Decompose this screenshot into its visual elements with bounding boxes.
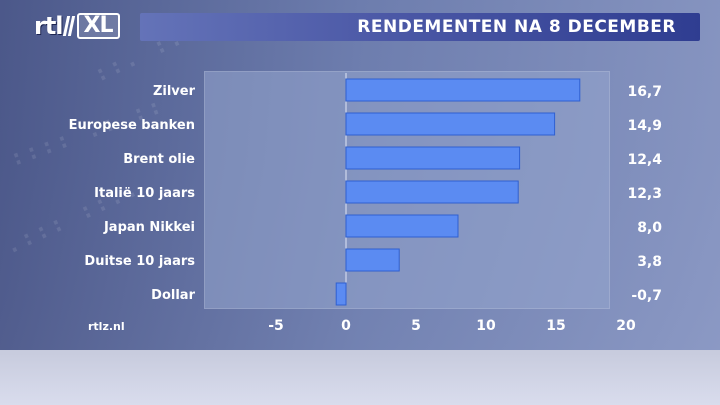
source-label: rtlz.nl — [88, 320, 125, 333]
value-label: 8,0 — [637, 220, 662, 236]
bar — [345, 214, 459, 238]
rtl-xl-logo: rtl XL — [34, 12, 120, 40]
category-label: Dollar — [151, 288, 195, 303]
chart-title: RENDEMENTEN NA 8 DECEMBER — [357, 17, 676, 37]
category-label: Italië 10 jaars — [94, 186, 195, 201]
x-tick-label: -5 — [268, 318, 284, 334]
x-tick-label: 20 — [616, 318, 636, 334]
logo-text: rtl — [34, 12, 64, 40]
x-tick-label: 15 — [546, 318, 565, 334]
bar — [345, 78, 581, 102]
logo-badge: XL — [76, 13, 120, 39]
value-label: 12,4 — [627, 152, 662, 168]
value-label: -0,7 — [631, 288, 662, 304]
category-label: Brent olie — [123, 152, 195, 167]
category-label: Japan Nikkei — [103, 220, 195, 235]
x-tick-label: 5 — [411, 318, 421, 334]
value-label: 12,3 — [627, 186, 662, 202]
value-label: 3,8 — [637, 254, 662, 270]
value-label: 16,7 — [627, 84, 662, 100]
bar — [335, 282, 347, 306]
title-bar: RENDEMENTEN NA 8 DECEMBER — [140, 13, 700, 41]
category-label: Duitse 10 jaars — [84, 254, 195, 269]
category-label: Zilver — [153, 84, 196, 99]
value-label: 14,9 — [627, 118, 662, 134]
category-label: Europese banken — [69, 118, 195, 133]
bar — [345, 112, 556, 136]
bar — [345, 248, 400, 272]
bar — [345, 180, 519, 204]
background-floor — [0, 350, 720, 405]
x-tick-label: 10 — [476, 318, 496, 334]
bar — [345, 146, 521, 170]
x-tick-label: 0 — [341, 318, 351, 334]
